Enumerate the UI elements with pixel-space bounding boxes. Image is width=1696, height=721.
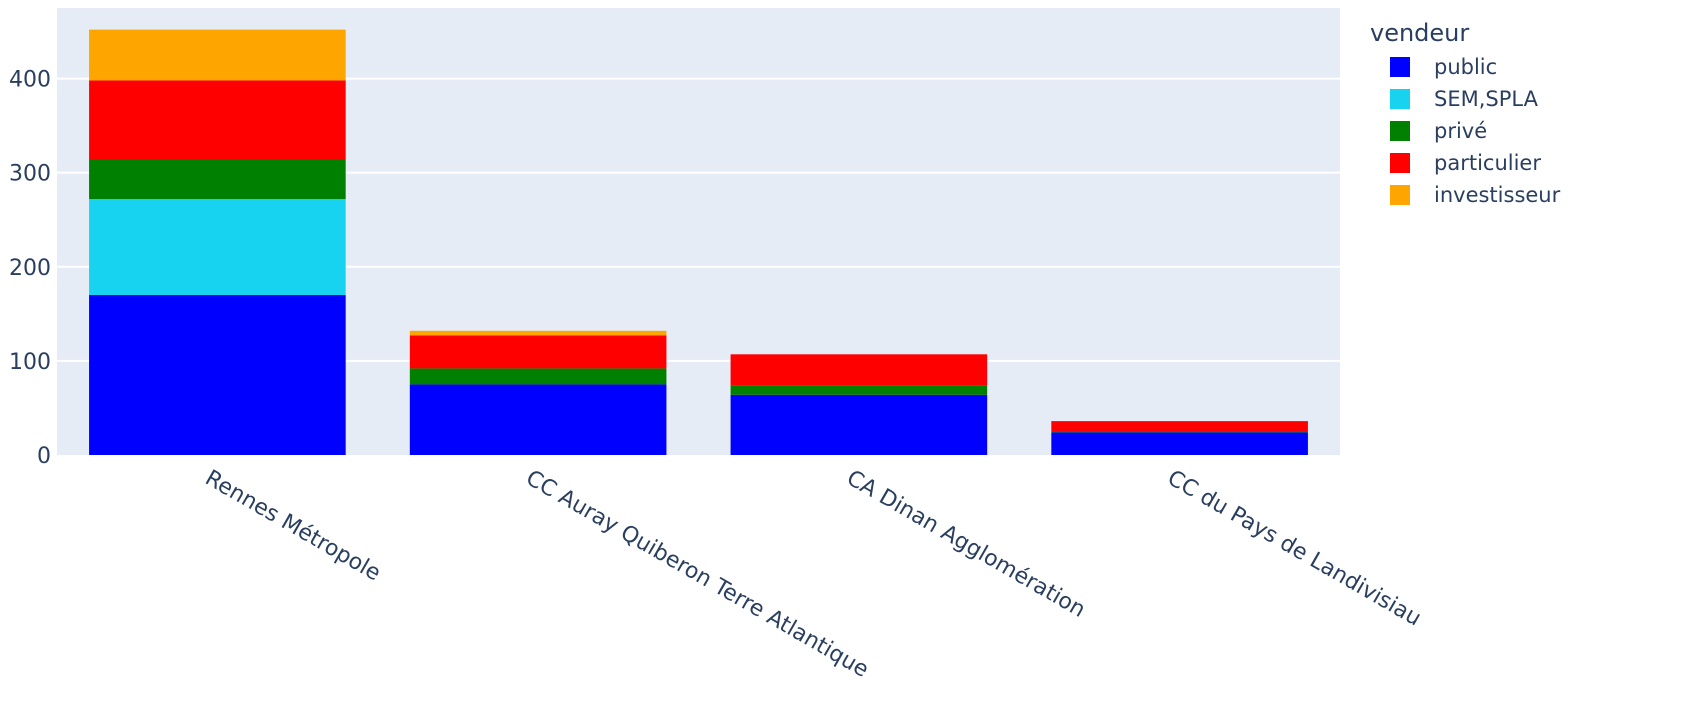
- legend-swatch-prive: [1390, 121, 1410, 141]
- x-tick-labels: Rennes Métropole CC Auray Quiberon Terre …: [201, 466, 1425, 683]
- bar-public: [1051, 432, 1308, 455]
- y-tick-labels: 0 100 200 300 400: [9, 68, 51, 469]
- x-tick-label: CA Dinan Agglomération: [842, 466, 1089, 623]
- y-tick-label: 0: [37, 444, 51, 469]
- legend-swatch-public: [1390, 57, 1410, 77]
- bar-public: [89, 295, 346, 455]
- legend-swatch-particulier: [1390, 153, 1410, 173]
- legend-label-particulier: particulier: [1434, 151, 1541, 175]
- bar-prive: [1051, 431, 1308, 433]
- y-tick-label: 300: [9, 162, 51, 187]
- bar-prive: [89, 159, 346, 200]
- y-tick-label: 200: [9, 256, 51, 281]
- bar-particulier: [89, 80, 346, 160]
- y-tick-label: 100: [9, 350, 51, 375]
- legend: vendeur public SEM,SPLA privé particulier in…: [1370, 19, 1561, 207]
- legend-label-public: public: [1434, 55, 1497, 79]
- bar-particulier: [409, 335, 667, 369]
- bar-investisseur: [409, 330, 667, 336]
- bar-public: [730, 394, 988, 455]
- legend-label-sem-spla: SEM,SPLA: [1434, 87, 1539, 111]
- bar-sem-spla: [89, 199, 346, 296]
- legend-title: vendeur: [1370, 19, 1469, 47]
- x-tick-label: CC du Pays de Landivisiau: [1163, 466, 1425, 632]
- bar-investisseur: [89, 29, 346, 81]
- x-tick-label: Rennes Métropole: [201, 466, 385, 587]
- bar-prive: [730, 385, 988, 395]
- legend-swatch-investisseur: [1390, 185, 1410, 205]
- legend-label-investisseur: investisseur: [1434, 183, 1561, 207]
- bar-particulier: [1051, 421, 1308, 432]
- x-tick-label: CC Auray Quiberon Terre Atlantique: [522, 466, 873, 683]
- bar-particulier: [730, 354, 988, 386]
- bar-public: [409, 384, 667, 455]
- legend-items: public SEM,SPLA privé particulier investisse…: [1390, 55, 1561, 207]
- bars: [89, 29, 1308, 455]
- legend-swatch-sem-spla: [1390, 89, 1410, 109]
- legend-label-prive: privé: [1434, 119, 1487, 143]
- y-tick-label: 400: [9, 68, 51, 93]
- bar-prive: [409, 368, 667, 385]
